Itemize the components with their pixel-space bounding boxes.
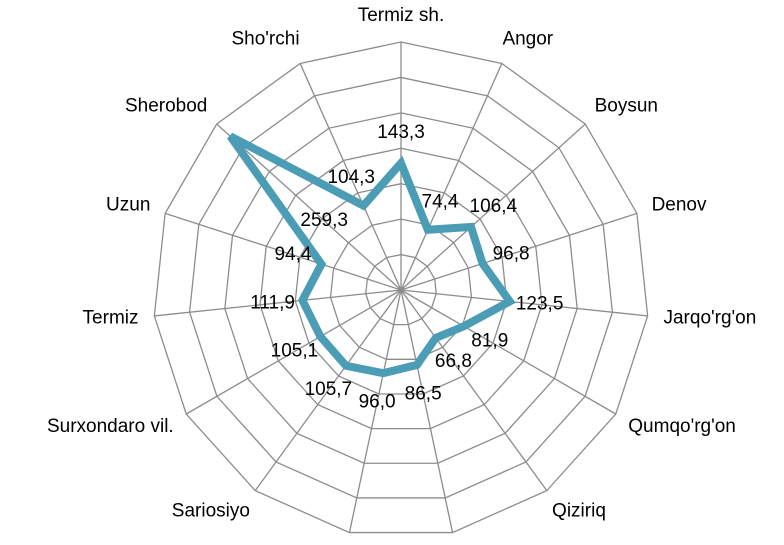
- category-label: Termiz sh.: [358, 5, 445, 26]
- data-label: 81,9: [471, 330, 508, 351]
- category-label: Angor: [502, 29, 553, 50]
- grid-ring: [153, 41, 649, 534]
- category-label: Sariosiyo: [172, 501, 250, 522]
- data-label: 106,4: [470, 196, 518, 217]
- data-label: 105,7: [305, 379, 353, 400]
- data-label: 94,4: [274, 244, 311, 265]
- data-label: 74,4: [422, 191, 459, 212]
- spoke: [164, 212, 402, 291]
- spoke: [400, 289, 648, 317]
- spoke: [400, 289, 617, 415]
- spoke: [299, 63, 402, 291]
- category-label: Qiziriq: [552, 501, 606, 522]
- category-label: Sherobod: [125, 96, 207, 117]
- spoke: [400, 289, 454, 533]
- spoke: [400, 63, 503, 291]
- category-label: Termiz: [83, 308, 139, 329]
- data-label: 259,3: [300, 210, 348, 231]
- category-label: Qumqo'rg'on: [628, 416, 736, 437]
- spoke: [254, 289, 402, 492]
- spoke: [154, 289, 402, 317]
- spoke: [216, 123, 402, 291]
- spoke: [400, 212, 638, 291]
- grid-ring: [188, 76, 614, 499]
- grid-ring: [294, 183, 508, 395]
- category-label: Surxondaro vil.: [47, 416, 174, 437]
- grid-ring: [329, 218, 473, 360]
- category-label: Jarqo'rg'on: [663, 308, 756, 329]
- data-label: 123,5: [516, 294, 564, 315]
- series-line: [227, 132, 516, 378]
- category-label: Uzun: [106, 194, 150, 215]
- data-label: 66,8: [435, 351, 472, 372]
- category-label: Boysun: [595, 96, 658, 117]
- data-label: 111,9: [250, 293, 295, 314]
- data-label: 143,3: [377, 122, 425, 143]
- category-label: Sho'rchi: [231, 29, 299, 50]
- spoke: [400, 289, 548, 492]
- data-label: 96,0: [359, 392, 396, 413]
- spoke: [348, 289, 402, 533]
- data-label: 105,1: [271, 341, 319, 362]
- data-label: 104,3: [327, 167, 375, 188]
- grid-ring: [365, 253, 437, 326]
- grid-ring: [259, 147, 543, 430]
- data-label: 96,8: [493, 243, 530, 264]
- spoke: [185, 289, 402, 415]
- category-label: Denov: [652, 194, 707, 215]
- spoke: [400, 123, 586, 291]
- data-label: 86,5: [405, 383, 442, 404]
- grid-ring: [224, 112, 578, 464]
